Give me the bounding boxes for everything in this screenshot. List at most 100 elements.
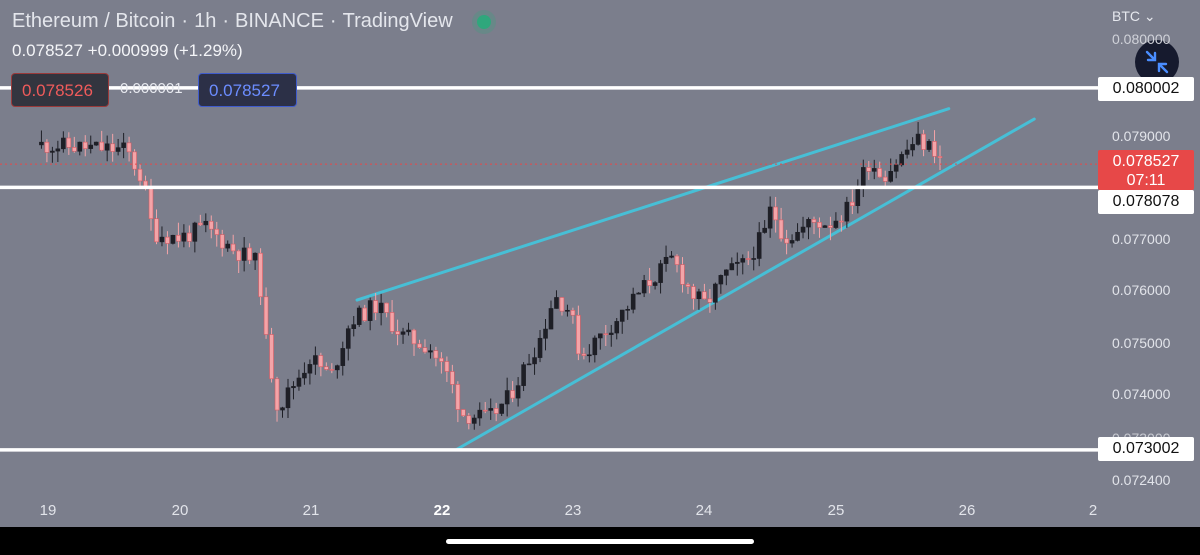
candle-body — [850, 201, 855, 206]
price-chart[interactable] — [0, 0, 1200, 527]
candle-body — [159, 236, 165, 243]
candle-body — [734, 261, 740, 264]
symbol-name: Ethereum / Bitcoin — [12, 10, 176, 32]
candle-body — [61, 137, 66, 150]
candle-body — [614, 321, 620, 334]
sell-price-button[interactable]: 0.078526 — [11, 73, 109, 107]
level-tag-upper[interactable]: 0.080002 — [1098, 77, 1194, 101]
candle-body — [756, 232, 762, 259]
candle-body — [526, 363, 532, 366]
candle-body — [888, 171, 893, 182]
candle-body — [603, 333, 609, 336]
candle-body — [471, 417, 477, 424]
time-tick: 22 — [433, 502, 451, 519]
candle-body — [680, 264, 685, 285]
candle-body — [855, 186, 861, 206]
candle-body — [198, 222, 203, 226]
candle-body — [871, 168, 877, 172]
candle-body — [203, 220, 209, 226]
candle-body — [192, 222, 198, 242]
candle-body — [291, 386, 296, 389]
candle-body — [132, 151, 137, 170]
collapse-button[interactable] — [1135, 40, 1179, 84]
candle-body — [828, 225, 833, 228]
exchange-label: BINANCE — [235, 10, 324, 32]
candle-body — [285, 387, 291, 409]
candle-body — [302, 372, 307, 379]
candle-body — [39, 141, 44, 146]
buy-price-button[interactable]: 0.078527 — [198, 73, 297, 107]
symbol-header[interactable]: Ethereum / Bitcoin · 1h · BINANCE · TradingVie… — [12, 10, 491, 33]
candle-body — [93, 141, 99, 146]
candle-body — [411, 329, 417, 345]
candle-body — [137, 168, 143, 182]
candle-body — [340, 348, 346, 366]
candle-body — [307, 364, 313, 374]
candle-body — [587, 354, 592, 357]
level-tag-lower[interactable]: 0.073002 — [1098, 437, 1194, 461]
candle-body — [165, 236, 170, 244]
time-tick: 19 — [39, 502, 57, 519]
candle-body — [707, 298, 713, 303]
level-tag-middle[interactable]: 0.078078 — [1098, 190, 1194, 214]
candle-body — [236, 250, 241, 261]
price-tick: 0.075000 — [1112, 335, 1171, 351]
time-tick: 26 — [958, 502, 976, 519]
platform-label: TradingView — [342, 10, 453, 32]
candle-body — [565, 309, 570, 312]
candle-body — [778, 219, 784, 240]
currency-selector[interactable]: BTC ⌄ — [1112, 8, 1156, 25]
candle-body — [252, 252, 258, 261]
separator: · — [329, 10, 337, 32]
candle-body — [208, 220, 214, 230]
price-change-percent: (+1.29%) — [173, 41, 243, 60]
candle-body — [313, 355, 318, 365]
candle-body — [685, 284, 691, 287]
candle-body — [428, 350, 433, 353]
candle-body — [455, 384, 461, 410]
candle-body — [318, 355, 324, 368]
price-tick: 0.080000 — [1112, 31, 1171, 47]
candle-body — [493, 408, 499, 414]
candle-body — [510, 390, 515, 399]
collapse-arrows-icon — [1145, 50, 1169, 74]
candle-body — [647, 280, 652, 286]
price-tick: 0.074000 — [1112, 386, 1171, 402]
candle-body — [170, 234, 176, 244]
candle-body — [811, 219, 817, 223]
interval-label: 1h — [194, 10, 217, 32]
candle-body — [115, 147, 121, 152]
candle-body — [488, 408, 494, 411]
candle-body — [433, 350, 439, 359]
candle-body — [176, 234, 181, 242]
candle-body — [795, 231, 800, 241]
candle-body — [932, 141, 937, 157]
candle-body — [608, 332, 614, 335]
candle-body — [581, 353, 587, 356]
price-tick: 0.076000 — [1112, 282, 1171, 298]
system-home-bar — [0, 527, 1200, 555]
candle-body — [110, 143, 115, 152]
candle-body — [181, 232, 187, 242]
time-axis[interactable]: 19 20 21 22 23 24 25 26 2 — [0, 493, 1100, 527]
candle-body — [324, 366, 329, 370]
candle-body — [537, 337, 543, 358]
home-indicator[interactable] — [446, 539, 754, 544]
candle-body — [937, 156, 943, 159]
price-summary: 0.078527 +0.000999 (+1.29%) — [12, 41, 243, 61]
candle-body — [702, 291, 707, 300]
candle-body — [121, 142, 126, 148]
time-tick: 23 — [564, 502, 582, 519]
trendline — [355, 107, 951, 302]
candle-body — [99, 141, 104, 151]
candle-body — [461, 409, 466, 417]
candle-body — [258, 252, 263, 298]
candle-body — [154, 218, 159, 243]
candle-body — [400, 331, 406, 335]
candle-body — [482, 409, 488, 412]
candle-body — [926, 141, 932, 150]
candle-body — [724, 269, 729, 276]
candle-body — [219, 234, 225, 249]
chevron-down-icon: ⌄ — [1143, 8, 1156, 24]
